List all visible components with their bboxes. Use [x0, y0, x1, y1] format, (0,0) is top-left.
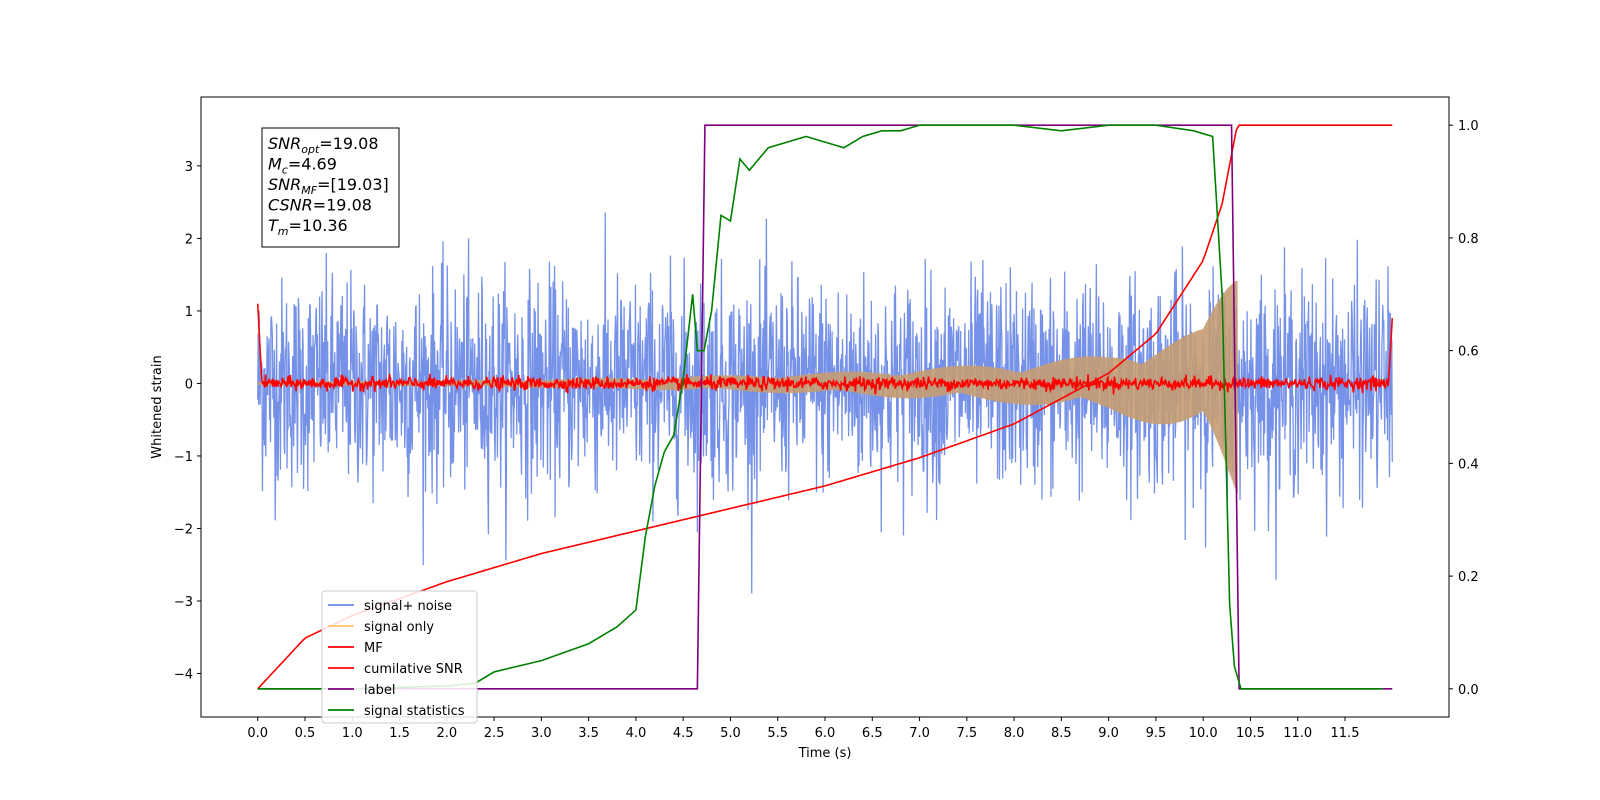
x-tick-label: 0.0: [247, 726, 268, 741]
series-layer: [256, 124, 1394, 690]
legend-label: MF: [364, 641, 383, 656]
x-axis: 0.0 0.5 1.0 1.5 2.0 2.5 3.0 3.5 4.0 4.5 5.0 5.5 6.0 6…: [247, 717, 1359, 741]
legend: signal+ noise signal only MF cumilative SNR…: [321, 590, 478, 724]
x-tick-label: 7.5: [956, 726, 977, 741]
x-tick-label: 11.0: [1283, 726, 1312, 741]
x-tick-label: 1.5: [389, 726, 410, 741]
y2-tick-label: 0.0: [1458, 683, 1479, 698]
y2-tick-label: 0.8: [1458, 232, 1479, 247]
info-line: CSNR=19.08: [268, 196, 372, 215]
y-tick-label: −1: [174, 450, 193, 465]
series-cumilative-snr: [257, 124, 1393, 690]
x-tick-label: 9.0: [1098, 726, 1119, 741]
y-tick-label: 1: [185, 305, 193, 320]
series-signal-statistics: [257, 124, 1383, 690]
x-tick-label: 6.5: [862, 726, 883, 741]
info-line: Tm=10.36: [268, 216, 348, 238]
legend-label: cumilative SNR: [364, 662, 463, 677]
x-tick-label: 6.0: [815, 726, 836, 741]
x-tick-label: 2.5: [484, 726, 505, 741]
x-tick-label: 10.5: [1236, 726, 1265, 741]
y2-axis: 1.0 0.8 0.6 0.4 0.2 0.0: [1449, 119, 1479, 698]
x-tick-label: 4.5: [673, 726, 694, 741]
x-tick-label: 7.0: [909, 726, 930, 741]
x-tick-label: 3.5: [578, 726, 599, 741]
y-tick-label: −4: [174, 667, 193, 682]
x-axis-label: Time (s): [798, 746, 852, 761]
x-tick-label: 4.0: [626, 726, 647, 741]
legend-frame: [321, 590, 478, 724]
x-tick-label: 5.0: [720, 726, 741, 741]
legend-label: label: [364, 683, 395, 698]
x-tick-label: 5.5: [767, 726, 788, 741]
x-tick-label: 1.0: [342, 726, 363, 741]
y2-tick-label: 0.2: [1458, 570, 1479, 585]
legend-label: signal only: [364, 620, 434, 635]
y-axis: 3 2 1 0 −1 −2 −3 −4: [174, 160, 201, 682]
x-tick-label: 2.0: [436, 726, 457, 741]
info-line: SNRMF=[19.03]: [268, 175, 389, 197]
legend-label: signal+ noise: [364, 599, 452, 614]
info-line: SNRopt=19.08: [268, 134, 379, 156]
x-tick-label: 8.5: [1051, 726, 1072, 741]
info-box-frame: [261, 127, 400, 248]
y-tick-label: 0: [185, 377, 193, 392]
x-tick-label: 0.5: [295, 726, 316, 741]
info-line: Mc=4.69: [268, 155, 337, 177]
info-box: SNRopt=19.08Mc=4.69SNRMF=[19.03]CSNR=19.…: [261, 127, 400, 248]
x-tick-label: 11.5: [1331, 726, 1360, 741]
y2-tick-label: 1.0: [1458, 119, 1479, 134]
y2-tick-label: 0.6: [1458, 345, 1479, 360]
y-tick-label: 3: [185, 160, 193, 175]
y-tick-label: −2: [174, 522, 193, 537]
y2-tick-label: 0.4: [1458, 457, 1479, 472]
y-tick-label: 2: [185, 232, 193, 247]
x-tick-label: 9.5: [1146, 726, 1167, 741]
x-tick-label: 8.0: [1004, 726, 1025, 741]
y-tick-label: −3: [174, 595, 193, 610]
x-tick-label: 3.0: [531, 726, 552, 741]
y-axis-label: Whitened strain: [150, 355, 165, 458]
legend-label: signal statistics: [364, 704, 465, 719]
series-mf: [256, 303, 1394, 395]
x-tick-label: 10.0: [1189, 726, 1218, 741]
